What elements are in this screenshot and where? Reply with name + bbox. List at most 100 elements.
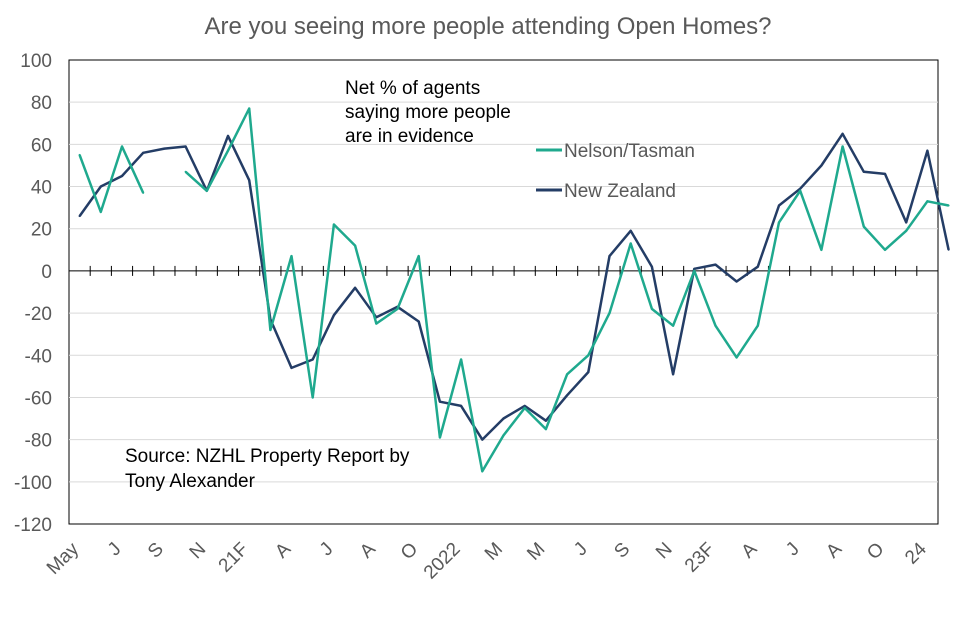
x-tick-label: J: [570, 539, 592, 561]
plot-area: [68, 59, 939, 525]
data-point-nelson-tasman: [142, 191, 145, 194]
x-tick-label: 24: [901, 538, 931, 568]
data-point-nelson-tasman: [523, 407, 526, 409]
data-point-new-zealand: [332, 314, 335, 317]
data-point-new-zealand: [544, 419, 547, 422]
data-point-nelson-tasman: [460, 358, 463, 361]
x-tick-label: N: [186, 539, 211, 564]
y-axis-ticks: 100 80 60 40 20 0 -20 -40 -60 -80 -100 -120: [14, 51, 52, 536]
data-point-nelson-tasman: [396, 307, 399, 310]
legend-label-nelson-tasman: Nelson/Tasman: [564, 141, 695, 162]
y-tick-label: 20: [31, 220, 52, 241]
series-line-new-zealand: [78, 132, 950, 441]
x-tick-label: S: [610, 539, 634, 563]
annotation-line: are in evidence: [345, 126, 474, 147]
data-point-nelson-tasman: [587, 354, 590, 357]
data-point-nelson-tasman: [947, 204, 950, 207]
data-point-nelson-tasman: [799, 189, 802, 192]
annotation-line: Net % of agents: [345, 78, 480, 99]
data-point-new-zealand: [417, 320, 420, 323]
legend: Nelson/Tasman New Zealand: [536, 141, 695, 202]
x-tick-label: M: [481, 539, 507, 565]
y-tick-label: 80: [31, 93, 52, 114]
data-point-new-zealand: [587, 371, 590, 374]
data-point-nelson-tasman: [375, 322, 378, 325]
data-point-nelson-tasman: [269, 329, 272, 331]
data-point-new-zealand: [735, 280, 738, 283]
data-point-nelson-tasman: [693, 269, 696, 272]
data-point-new-zealand: [799, 187, 802, 190]
data-point-nelson-tasman: [862, 225, 865, 228]
data-point-nelson-tasman: [248, 107, 251, 110]
data-point-nelson-tasman: [311, 396, 314, 399]
data-point-new-zealand: [714, 263, 717, 266]
x-tick-label: A: [822, 538, 846, 562]
x-tick-label: A: [271, 538, 295, 562]
data-point-nelson-tasman: [841, 145, 844, 148]
data-point-nelson-tasman: [417, 255, 420, 258]
data-point-new-zealand: [566, 394, 569, 397]
data-point-nelson-tasman: [778, 221, 780, 224]
data-point-new-zealand: [756, 265, 759, 268]
data-point-new-zealand: [290, 366, 293, 369]
x-tick-label: 21F: [215, 539, 253, 577]
data-point-nelson-tasman: [905, 229, 908, 232]
data-point-nelson-tasman: [78, 153, 81, 156]
y-tick-label: 60: [31, 135, 52, 156]
data-point-new-zealand: [947, 248, 950, 251]
data-point-nelson-tasman: [121, 145, 123, 148]
data-point-nelson-tasman: [756, 324, 759, 327]
data-point-new-zealand: [481, 438, 484, 441]
x-tick-label: J: [316, 539, 338, 561]
data-point-nelson-tasman: [629, 242, 632, 245]
legend-label-new-zealand: New Zealand: [564, 181, 676, 202]
annotation: Net % of agents saying more people are i…: [345, 78, 511, 147]
source-line: Tony Alexander: [125, 471, 256, 492]
data-point-new-zealand: [778, 204, 780, 207]
x-tick-label: N: [652, 539, 677, 564]
x-tick-label: J: [782, 539, 804, 561]
data-point-new-zealand: [502, 417, 505, 420]
data-point-nelson-tasman: [714, 324, 717, 327]
data-point-new-zealand: [184, 145, 187, 148]
x-tick-label: A: [356, 538, 380, 562]
data-point-new-zealand: [227, 134, 229, 137]
x-tick-label: 2022: [420, 539, 465, 584]
data-point-nelson-tasman: [884, 248, 886, 251]
data-point-new-zealand: [248, 179, 251, 182]
x-tick-label: O: [863, 539, 888, 564]
data-point-new-zealand: [142, 151, 145, 154]
data-point-new-zealand: [311, 358, 314, 361]
y-tick-label: 40: [31, 178, 52, 199]
data-point-nelson-tasman: [205, 189, 208, 192]
y-tick-label: 0: [41, 262, 52, 283]
data-point-new-zealand: [121, 175, 123, 177]
data-point-new-zealand: [523, 404, 526, 407]
y-gridlines: [69, 101, 938, 483]
data-point-nelson-tasman: [735, 356, 738, 359]
y-tick-label: -20: [25, 304, 52, 325]
data-point-new-zealand: [841, 132, 844, 135]
data-point-new-zealand: [354, 286, 357, 289]
data-point-nelson-tasman: [481, 470, 484, 473]
data-point-new-zealand: [608, 255, 611, 258]
y-tick-label: -80: [25, 431, 52, 452]
data-point-nelson-tasman: [544, 428, 547, 431]
annotation-line: saying more people: [345, 102, 511, 123]
x-tick-label: J: [104, 539, 126, 561]
data-point-new-zealand: [163, 147, 166, 150]
y-tick-label: -120: [14, 515, 52, 536]
chart-title: Are you seeing more people attending Ope…: [204, 13, 771, 40]
data-point-new-zealand: [693, 267, 696, 270]
data-point-new-zealand: [438, 400, 441, 403]
y-tick-label: -60: [25, 388, 52, 409]
data-point-nelson-tasman: [227, 149, 229, 152]
data-point-new-zealand: [78, 215, 81, 218]
data-point-new-zealand: [862, 170, 865, 173]
data-point-new-zealand: [905, 221, 908, 224]
y-tick-label: -40: [25, 346, 52, 367]
data-point-new-zealand: [820, 164, 823, 167]
y-tick-label: 100: [20, 51, 52, 72]
